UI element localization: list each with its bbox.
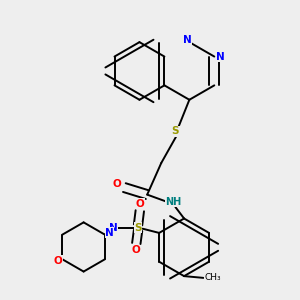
Text: O: O	[132, 245, 141, 256]
Text: CH₃: CH₃	[205, 273, 222, 282]
Text: N: N	[105, 228, 114, 238]
Text: N: N	[183, 35, 192, 45]
Text: S: S	[134, 223, 142, 232]
Text: S: S	[172, 126, 179, 136]
Text: O: O	[53, 256, 62, 266]
Text: N: N	[109, 223, 118, 232]
Text: O: O	[112, 179, 121, 189]
Text: NH: NH	[165, 196, 182, 207]
Text: O: O	[135, 199, 144, 209]
Text: N: N	[216, 52, 225, 61]
